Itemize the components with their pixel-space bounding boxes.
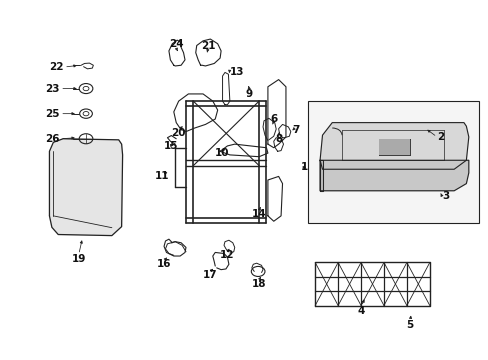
Text: 13: 13 — [229, 67, 244, 77]
Text: 2: 2 — [436, 132, 444, 142]
Text: 24: 24 — [168, 39, 183, 49]
Text: 7: 7 — [291, 125, 299, 135]
Polygon shape — [320, 160, 322, 191]
Text: 21: 21 — [200, 41, 215, 50]
Text: 4: 4 — [357, 306, 365, 316]
Text: 19: 19 — [71, 254, 86, 264]
Text: 17: 17 — [203, 270, 217, 280]
Text: 12: 12 — [220, 250, 234, 260]
Text: 6: 6 — [269, 114, 277, 124]
Polygon shape — [320, 160, 468, 191]
Polygon shape — [49, 139, 122, 235]
Text: 3: 3 — [441, 191, 448, 201]
Text: 1: 1 — [300, 162, 307, 172]
Text: 11: 11 — [154, 171, 168, 181]
Text: 25: 25 — [45, 109, 60, 119]
Text: 20: 20 — [171, 129, 185, 138]
Text: 14: 14 — [251, 209, 266, 219]
Polygon shape — [320, 123, 468, 169]
Text: 18: 18 — [251, 279, 266, 289]
Bar — [378, 139, 409, 154]
Text: 10: 10 — [215, 148, 229, 158]
Bar — [307, 101, 478, 223]
Text: 5: 5 — [406, 320, 413, 330]
Text: 23: 23 — [45, 84, 60, 94]
Text: 26: 26 — [45, 134, 60, 144]
Text: 16: 16 — [157, 259, 171, 269]
Text: 9: 9 — [245, 89, 252, 99]
Text: 8: 8 — [274, 134, 282, 144]
Text: 22: 22 — [49, 62, 64, 72]
Text: 15: 15 — [163, 141, 178, 151]
